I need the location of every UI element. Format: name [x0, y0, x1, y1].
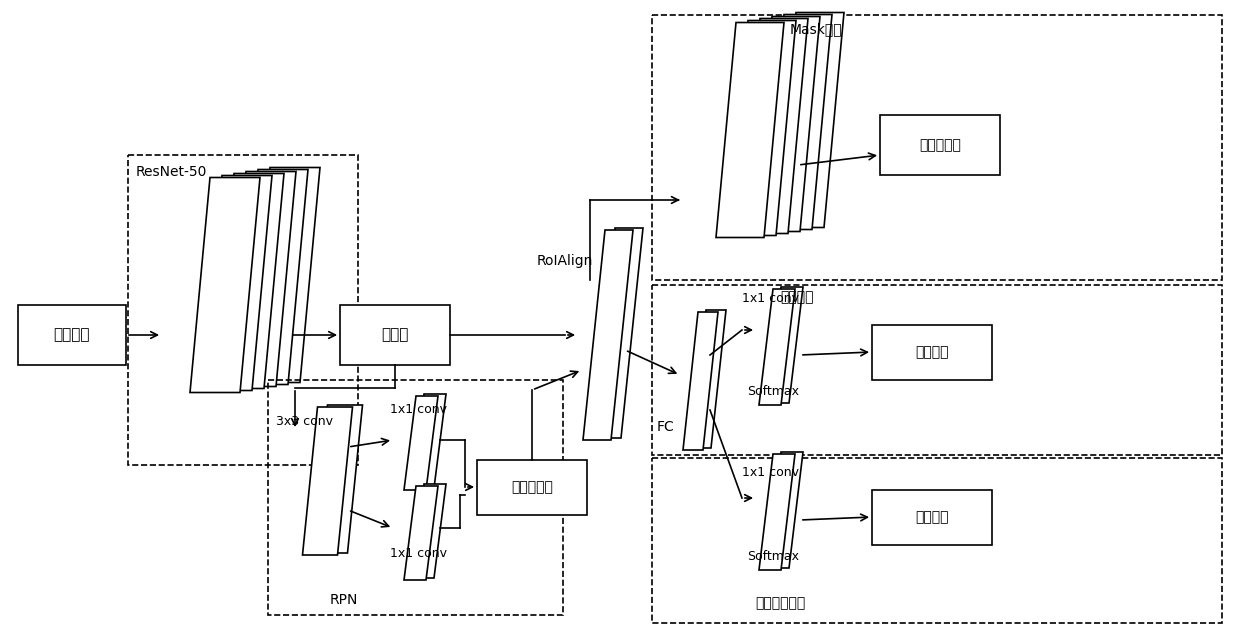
Text: 二值化掩膜: 二值化掩膜 [919, 138, 961, 152]
Polygon shape [312, 405, 363, 553]
Polygon shape [764, 15, 833, 230]
Text: RoIAlign: RoIAlign [536, 254, 593, 268]
Polygon shape [238, 170, 309, 385]
Polygon shape [776, 13, 844, 228]
Text: ResNet-50: ResNet-50 [136, 165, 207, 179]
Text: 分类分支: 分类分支 [781, 290, 814, 304]
Bar [872, 325, 992, 380]
Polygon shape [413, 394, 446, 488]
Polygon shape [760, 454, 795, 570]
Bar [128, 155, 358, 465]
Polygon shape [729, 20, 795, 235]
Polygon shape [225, 172, 296, 387]
Polygon shape [683, 312, 717, 450]
Polygon shape [752, 17, 820, 232]
Polygon shape [404, 486, 439, 580]
Text: Softmax: Softmax [747, 550, 799, 563]
Polygon shape [302, 407, 353, 555]
Polygon shape [767, 287, 803, 403]
Bar [872, 490, 992, 545]
Polygon shape [584, 230, 633, 440]
Text: 1x1 conv: 1x1 conv [742, 466, 799, 479]
Text: 输入图像: 输入图像 [53, 328, 90, 343]
Polygon shape [404, 396, 439, 490]
Bar [339, 305, 450, 365]
Polygon shape [202, 176, 273, 391]
Text: 1x1 conv: 1x1 conv [742, 292, 799, 305]
Text: 3x3 conv: 3x3 conv [276, 415, 333, 428]
Text: 区域候选框: 区域候选框 [510, 481, 553, 495]
Polygon shape [190, 177, 260, 392]
Text: 坐标回归分支: 坐标回归分支 [755, 596, 805, 610]
Text: 1x1 conv: 1x1 conv [390, 403, 447, 416]
Bar [19, 305, 126, 365]
Bar [652, 458, 1222, 623]
Text: 1x1 conv: 1x1 conv [390, 547, 447, 560]
Text: 特征图: 特征图 [382, 328, 409, 343]
Polygon shape [413, 484, 446, 578]
Text: Mask分支: Mask分支 [790, 22, 843, 36]
Text: FC: FC [657, 420, 674, 434]
Bar [880, 115, 1000, 175]
Polygon shape [767, 452, 803, 568]
Text: 坐标偏差: 坐标偏差 [916, 511, 949, 525]
Polygon shape [214, 174, 284, 389]
Text: RPN: RPN [330, 593, 358, 607]
Polygon shape [250, 167, 320, 382]
Bar [477, 460, 587, 515]
Polygon shape [691, 310, 726, 448]
Text: 分类结果: 分类结果 [916, 345, 949, 359]
Bar [652, 285, 1222, 455]
Text: Softmax: Softmax [747, 385, 799, 398]
Polygon shape [716, 22, 784, 237]
Bar [652, 15, 1222, 280]
Bar [268, 380, 563, 615]
Polygon shape [760, 289, 795, 405]
Polygon shape [740, 18, 808, 233]
Polygon shape [593, 228, 643, 438]
